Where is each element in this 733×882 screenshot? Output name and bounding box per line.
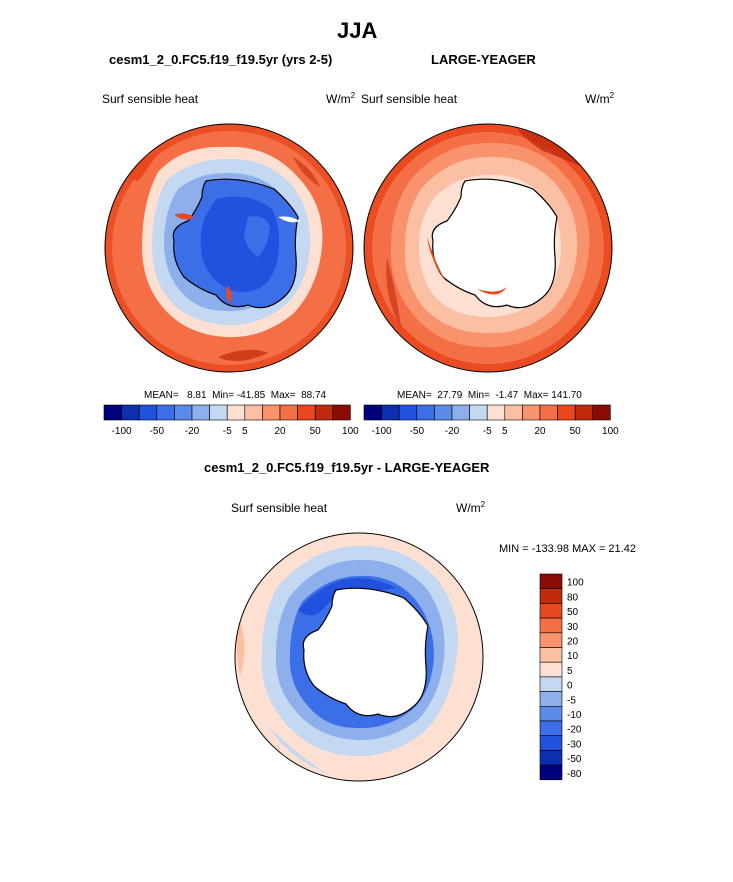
right-colorbar-tick-label: -100 — [372, 426, 392, 437]
diff-variable-label: Surf sensible heat — [231, 501, 328, 515]
right-colorbar-tick-label: -5 — [483, 426, 492, 437]
left-colorbar-tick-label: 50 — [310, 426, 322, 437]
right-colorbar-swatch — [416, 404, 435, 421]
diff-colorbar-swatch — [539, 764, 563, 781]
diff-colorbar-swatch — [539, 573, 563, 589]
right-colorbar-tick-label: -20 — [445, 426, 460, 437]
diff-colorbar-swatch — [539, 706, 563, 722]
left-colorbar-tick-label: 20 — [274, 426, 286, 437]
diff-colorbar-swatch — [539, 647, 563, 663]
right-colorbar-swatch — [592, 404, 611, 421]
left-colorbar-tick-label: 100 — [342, 426, 359, 437]
left-colorbar-tick-label: -50 — [150, 426, 165, 437]
right-colorbar-swatch — [574, 404, 594, 421]
case-title-left: cesm1_2_0.FC5.f19_f19.5yr (yrs 2-5) — [109, 52, 333, 67]
right-variable-label: Surf sensible heat — [361, 92, 458, 106]
left-colorbar-swatch — [138, 404, 158, 421]
left-colorbar-swatch — [244, 404, 263, 421]
right-colorbar-swatch — [381, 404, 400, 421]
diff-colorbar-tick-label: 100 — [567, 578, 584, 589]
diff-colorbar-swatch — [539, 750, 563, 766]
diff-colorbar-swatch — [539, 588, 563, 604]
diff-colorbar-tick-label: 5 — [567, 666, 573, 677]
diff-colorbar-tick-label: 10 — [567, 651, 579, 662]
right-colorbar-swatch — [557, 404, 576, 421]
right-colorbar-tick-label: 20 — [534, 426, 546, 437]
diff-colorbar-tick-label: 20 — [567, 637, 579, 648]
diff-colorbar-tick-label: -5 — [567, 695, 576, 706]
diff-colorbar-swatch — [539, 617, 563, 634]
right-colorbar-tick-label: 100 — [602, 426, 619, 437]
left-variable-label: Surf sensible heat — [102, 92, 199, 106]
diff-colorbar-swatch — [539, 676, 563, 692]
page-title: JJA — [337, 18, 378, 43]
diff-unit-label: W/m2 — [456, 500, 486, 515]
diff-colorbar-swatch — [539, 720, 563, 736]
diff-colorbar-swatch — [539, 661, 563, 678]
left-polar-map — [104, 123, 354, 373]
left-colorbar-swatch — [314, 404, 334, 421]
diff-colorbar-tick-label: -30 — [567, 739, 582, 750]
right-colorbar-tick-label: 50 — [570, 426, 582, 437]
right-colorbar-swatch — [434, 404, 453, 421]
left-colorbar-tick-label: -20 — [185, 426, 200, 437]
left-colorbar-swatch — [297, 404, 316, 421]
left-colorbar-swatch — [191, 404, 210, 421]
left-colorbar-swatch — [156, 404, 175, 421]
diff-minmax: MIN = -133.98 MAX = 21.42 — [499, 543, 636, 555]
diff-colorbar-swatch — [539, 735, 563, 751]
right-colorbar-swatch — [469, 404, 488, 421]
left-colorbar-tick-label: -100 — [112, 426, 132, 437]
right-stats: MEAN= 27.79 Min= -1.47 Max= 141.70 — [397, 390, 582, 401]
diff-colorbar-tick-label: -100 — [567, 784, 587, 785]
left-colorbar-tick-label: 5 — [242, 426, 248, 437]
right-colorbar-swatch — [363, 404, 382, 421]
left-colorbar-swatch — [279, 404, 298, 421]
diff-colorbar-tick-label: 50 — [567, 607, 579, 618]
diff-colorbar-swatch — [539, 691, 563, 707]
diff-colorbar-swatch — [539, 603, 563, 619]
right-colorbar-swatch — [451, 404, 470, 421]
right-polar-map — [363, 123, 613, 373]
diff-colorbar-tick-label: 30 — [567, 622, 579, 633]
left-colorbar: -100 -50 -20 -5 5 20 50 100 — [103, 404, 359, 437]
diff-colorbar-swatch — [539, 632, 563, 648]
left-colorbar-tick-label: -5 — [223, 426, 232, 437]
left-unit-label: W/m2 — [326, 91, 356, 106]
left-colorbar-swatch — [174, 404, 193, 421]
right-colorbar-swatch — [504, 404, 523, 421]
left-colorbar-swatch — [121, 404, 140, 421]
right-colorbar-swatch — [522, 404, 541, 421]
diff-colorbar-tick-label: 80 — [567, 592, 579, 603]
left-colorbar-swatch — [209, 404, 228, 421]
diff-polar-map — [234, 532, 484, 782]
right-colorbar-tick-label: 5 — [502, 426, 508, 437]
right-colorbar-swatch — [398, 404, 418, 421]
left-colorbar-swatch — [332, 404, 351, 421]
diff-title: cesm1_2_0.FC5.f19_f19.5yr - LARGE-YEAGER — [204, 460, 490, 475]
left-stats: MEAN= 8.81 Min= -41.85 Max= 88.74 — [144, 390, 327, 401]
right-colorbar-swatch — [539, 404, 558, 421]
right-colorbar-swatch — [486, 404, 506, 421]
left-colorbar-swatch — [103, 404, 122, 421]
diff-colorbar-tick-label: -50 — [567, 754, 582, 765]
right-unit-label: W/m2 — [585, 91, 615, 106]
right-colorbar: -100 -50 -20 -5 5 20 50 100 — [363, 404, 619, 437]
left-colorbar-swatch — [226, 404, 246, 421]
diff-colorbar-tick-label: 0 — [567, 681, 573, 692]
left-colorbar-swatch — [262, 404, 281, 421]
diff-colorbar-tick-label: -20 — [567, 725, 582, 736]
diff-colorbar-tick-label: -10 — [567, 710, 582, 721]
case-title-right: LARGE-YEAGER — [431, 52, 536, 67]
right-colorbar-tick-label: -50 — [410, 426, 425, 437]
diff-colorbar-tick-label: -80 — [567, 769, 582, 780]
